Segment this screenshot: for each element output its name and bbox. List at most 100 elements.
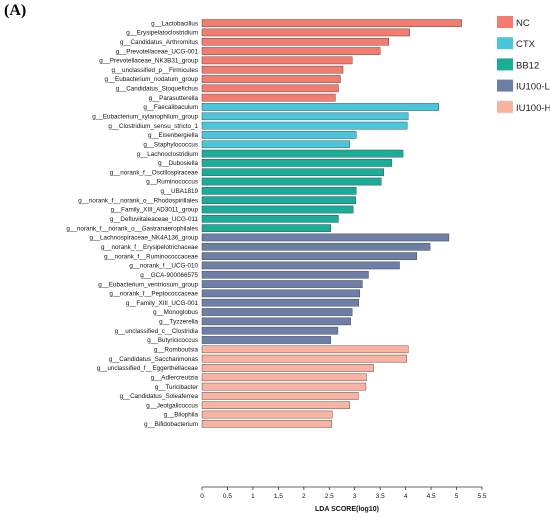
legend-swatch [497,16,513,28]
bar [201,382,367,391]
bar-label: g__Clostridium_sensu_stricto_1 [108,123,198,130]
bar [201,298,360,307]
bar [201,121,408,130]
bar-label: g__Defluviitaleaceae_UCG-011 [110,216,199,223]
bar-label: g__UBA1819 [161,188,199,195]
bar-label: g__Lachnoclostridium [137,151,198,158]
bar [201,336,332,344]
bar [201,149,404,158]
bar [201,242,431,251]
bar-label: g__Lachnospiraceae_NK4A136_group [89,235,198,242]
bar-label: g__Eubacterium_nodatum_group [105,76,199,83]
bar-label: g__unclassified_f__Eggerthellaceae [97,365,199,372]
bar-label: g__Erysipelatoclostridium [126,30,198,37]
x-tick-label: 1.5 [274,493,283,500]
bar-label: g__Dubosiella [158,160,198,167]
bar-label: g__Parasutterella [149,95,199,102]
bar [201,140,350,149]
bar-label: g__Bilophila [164,412,199,419]
legend-label: CTX [516,39,536,50]
bar [201,392,359,400]
legend-swatch [497,37,513,50]
bar [201,224,332,232]
bar-label: g__Turicibacter [155,384,198,391]
bar [201,187,357,195]
x-axis-title: LDA SCORE(log10) [315,506,379,513]
bar [201,373,367,382]
bar [201,345,409,354]
bar [201,84,339,93]
legend-swatch [497,100,513,113]
bar [201,410,333,419]
bar [201,196,356,204]
x-tick-label: 4.5 [427,493,436,500]
bar-label: g__Eubacterium_ventriosum_group [98,281,198,288]
x-tick-label: 2 [302,493,306,500]
bar-label: g__Romboutsia [154,347,199,354]
bar [201,420,333,428]
bar [201,252,418,260]
bars-layer: g__Lactobacillus g__Erysipelatoclostridiu… [66,19,462,428]
bar-label: g__Lactobacillus [151,20,198,27]
bar-label: g__norank_f__Ruminococcaceae [104,253,198,260]
bar [201,93,336,102]
bar [201,270,369,279]
bar [201,401,350,410]
bar-label: g__Prevotellaceae_NK3B31_group [99,58,198,65]
x-tick-label: 0.5 [223,493,232,500]
legend-label: BB12 [516,60,539,71]
bar [201,65,344,74]
legend-swatch [497,79,513,92]
bar-label: g__norank_f__UCG-010 [129,263,198,270]
x-tick-label: 3 [353,493,357,500]
bar-label: g__Jeotgalicoccus [146,402,198,409]
x-tick-label: 1 [251,493,255,500]
bar-label: g__norank_f__Peptococcaceae [109,291,198,298]
bar [201,317,351,326]
bar [201,103,439,111]
bar-label: g__Candidatus_Saccharimonas [109,356,198,363]
bar-label: g__norank_f__norank_o__Gastranaerophilal… [66,225,198,232]
legend: NC CTX BB12 IU100-L IU100-H [497,16,550,114]
bar [201,131,357,139]
bar-label: g__unclassified_p__Firmicutes [112,67,198,74]
x-tick-label: 2.5 [325,493,334,500]
bar-label: g__norank_f__Erysipelotrichaceae [101,244,198,251]
bar-label: g__Staphylococcus [143,141,198,148]
bar [201,75,341,83]
x-axis: 0 0.5 1 1.5 2 2.5 3 3.5 4 4.5 5 5.5 [200,486,487,500]
bar [201,261,400,270]
bar [201,308,353,316]
bar-label: g__Family_XIII_AD3011_group [111,207,199,214]
bar [201,280,363,288]
bar-label: g__Tyzzerella [159,319,198,326]
x-tick-label: 5 [455,493,459,500]
legend-swatch [497,58,513,71]
x-tick-label: 4 [404,493,408,500]
panel-label: (A) [4,2,27,19]
bar-label: g__Adlercreutzia [151,374,199,381]
bar-label: g__Family_XIII_UCG-001 [126,300,199,307]
bar-label: g__Candidatus_Arthromitus [120,39,198,46]
x-tick-label: 5.5 [477,493,486,500]
x-tick-label: 0 [200,493,204,500]
bar [201,354,407,363]
bar [201,47,381,55]
bar [201,168,384,177]
bar-label: g__Candidatus_Stoquefichus [116,86,198,93]
bar-label: g__GCA-900066575 [140,272,198,279]
legend-label: NC [516,18,530,29]
bar [201,159,393,167]
bar-label: g__unclassified_c__Clostridia [115,328,199,335]
bar [201,364,374,372]
bar [201,215,339,223]
legend-label: IU100-H [516,103,550,114]
bar [201,56,353,65]
bar-label: g__Faecalibaculum [143,104,198,111]
bar-label: g__Butyricicoccus [147,337,198,344]
bar-label: g__Prevotellaceae_UCG-001 [116,48,199,55]
bar-label: g__norank_f__norank_o__Rhodospirillales [78,197,198,204]
bar-label: g__Ruminococcus [146,179,198,186]
legend-label: IU100-L [516,82,550,93]
